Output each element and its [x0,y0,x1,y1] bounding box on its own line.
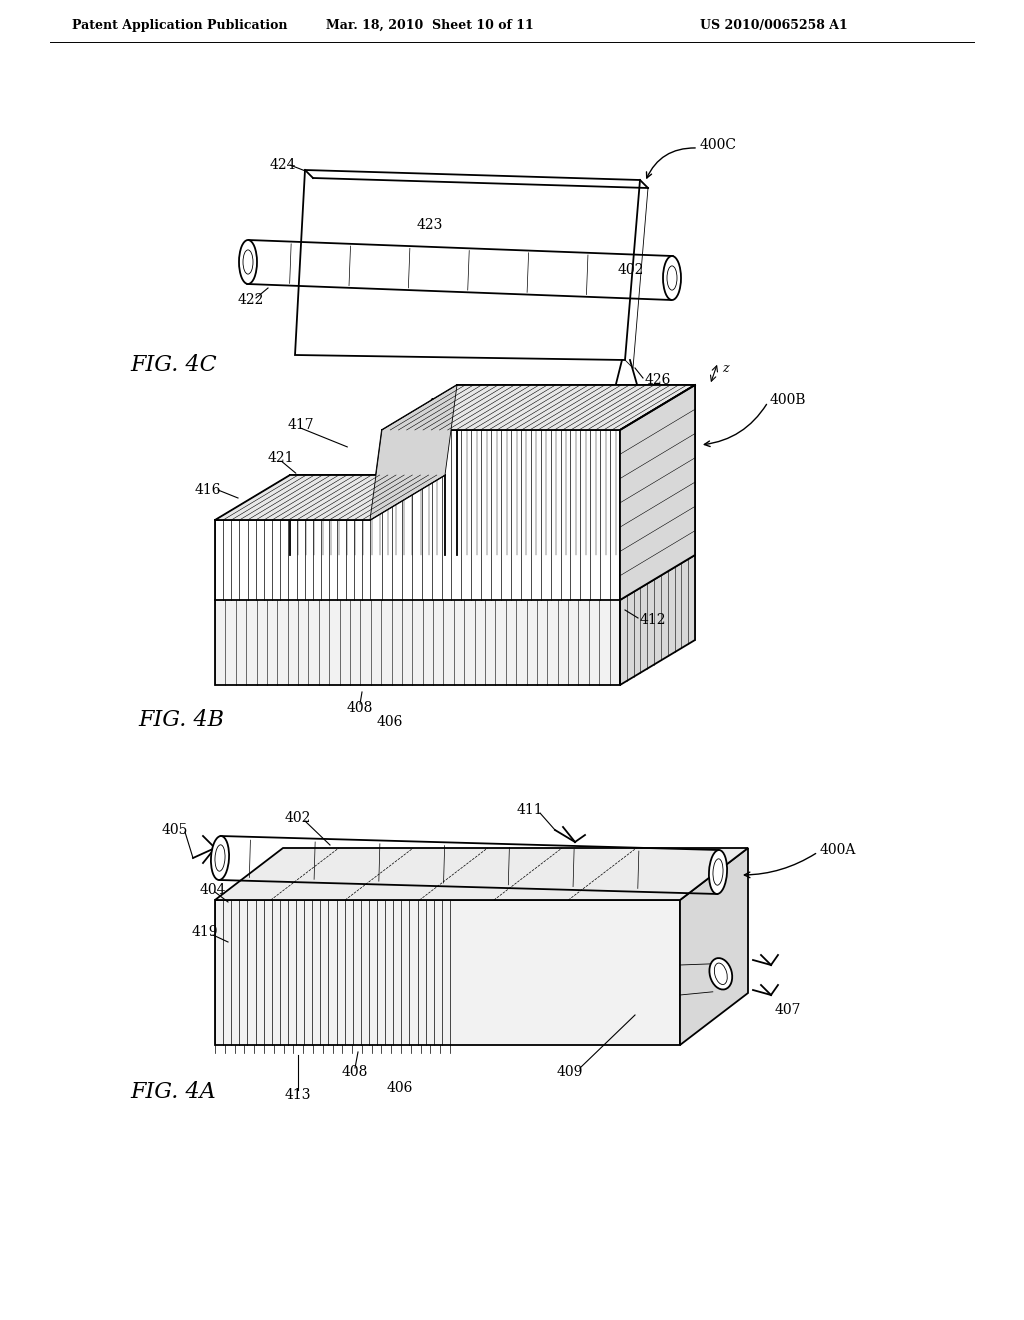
Ellipse shape [713,859,723,886]
Text: 424: 424 [270,158,297,172]
Text: 421: 421 [268,451,295,465]
Text: Mar. 18, 2010  Sheet 10 of 11: Mar. 18, 2010 Sheet 10 of 11 [326,18,534,32]
Ellipse shape [211,836,229,880]
Polygon shape [215,475,445,520]
Ellipse shape [667,265,677,290]
Text: 413: 413 [285,1088,311,1102]
Text: 406: 406 [387,1081,414,1096]
Text: 423: 423 [417,218,443,232]
Text: 426: 426 [645,374,672,387]
Ellipse shape [239,240,257,284]
Text: FIG. 4A: FIG. 4A [130,1081,216,1104]
Polygon shape [295,170,640,360]
Ellipse shape [709,850,727,894]
Text: 407: 407 [775,1003,802,1016]
Ellipse shape [243,249,253,275]
Ellipse shape [710,958,732,990]
Ellipse shape [663,256,681,300]
Polygon shape [620,385,695,601]
Text: 411: 411 [517,803,544,817]
Text: 409: 409 [557,1065,584,1078]
Ellipse shape [715,964,727,985]
Text: 405: 405 [162,822,188,837]
Text: 400C: 400C [700,139,737,152]
Text: 417: 417 [288,418,314,432]
Text: 414: 414 [427,399,454,412]
Polygon shape [382,385,695,430]
Text: 416: 416 [195,483,221,498]
Polygon shape [370,385,457,520]
Text: 402: 402 [285,810,311,825]
Text: 406: 406 [377,715,403,729]
Polygon shape [620,554,695,685]
Text: Patent Application Publication: Patent Application Publication [72,18,288,32]
Text: 408: 408 [347,701,373,715]
Text: 408: 408 [342,1065,369,1078]
Polygon shape [215,847,748,900]
Text: FIG. 4B: FIG. 4B [138,709,224,731]
Text: 400A: 400A [820,843,856,857]
Text: 419: 419 [193,925,218,939]
Polygon shape [215,900,680,1045]
Text: z: z [722,362,729,375]
Text: US 2010/0065258 A1: US 2010/0065258 A1 [700,18,848,32]
Polygon shape [680,847,748,1045]
Text: 412: 412 [640,612,667,627]
Text: 402: 402 [618,263,644,277]
Text: 400B: 400B [770,393,807,407]
Text: 404: 404 [200,883,226,898]
Ellipse shape [215,845,225,871]
Polygon shape [215,601,620,685]
Text: FIG. 4C: FIG. 4C [130,354,217,376]
Text: 422: 422 [238,293,264,308]
